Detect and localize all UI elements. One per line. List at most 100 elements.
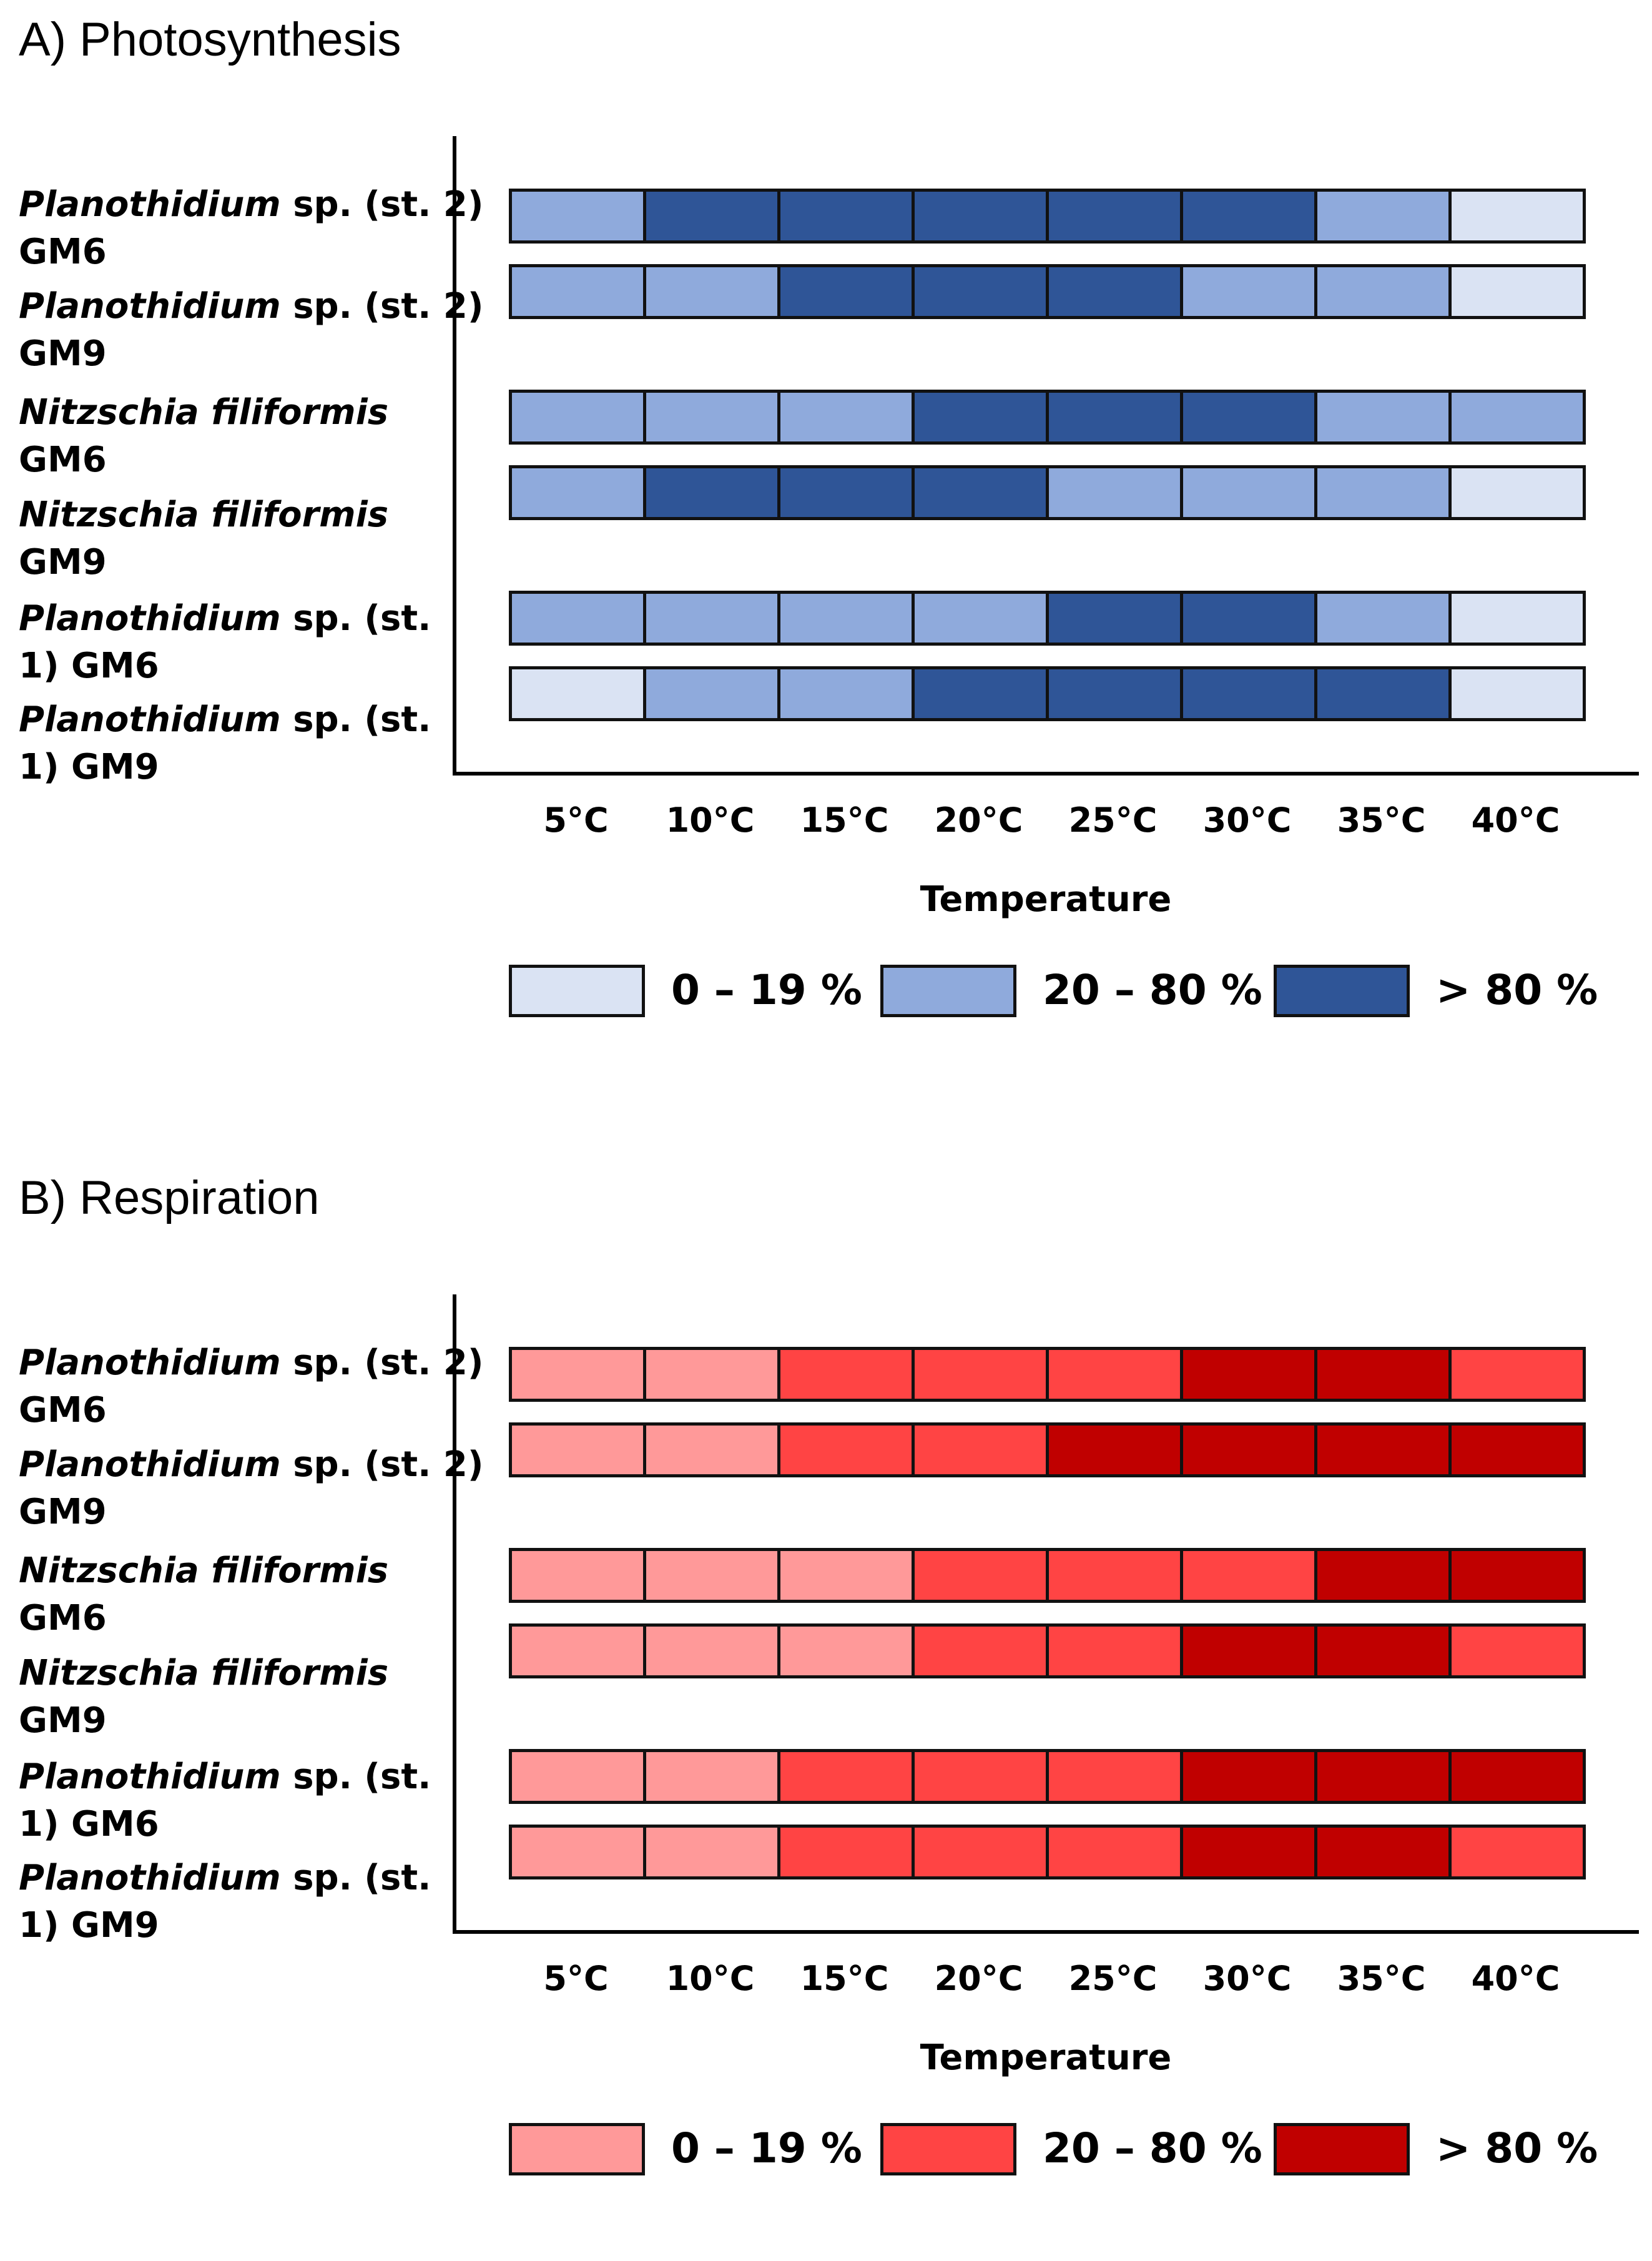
heatmap-cell bbox=[1046, 189, 1183, 244]
row-label-line2: GM6 bbox=[19, 1598, 107, 1638]
heatmap-cell bbox=[643, 264, 780, 319]
y-axis-line bbox=[453, 136, 456, 772]
heatmap-cell bbox=[912, 1825, 1049, 1879]
heatmap-cell bbox=[509, 1825, 646, 1879]
heatmap-cell bbox=[777, 591, 915, 646]
x-tick-label: 35°C bbox=[1337, 800, 1426, 840]
heatmap-cell bbox=[1046, 1347, 1183, 1402]
heatmap-cell bbox=[912, 591, 1049, 646]
row-label-line1: Planothidium sp. (st. 2) bbox=[19, 1441, 483, 1489]
row-label: Planothidium sp. (st. 2) GM9 bbox=[19, 283, 483, 378]
taxon-suffix: sp. (st. 2) bbox=[280, 1444, 484, 1485]
legend-label: 20 – 80 % bbox=[1043, 2124, 1262, 2172]
heatmap-cell bbox=[1314, 1825, 1452, 1879]
heatmap-cell bbox=[912, 666, 1049, 721]
heatmap-cell bbox=[509, 591, 646, 646]
panel-title: A) Photosynthesis bbox=[19, 13, 401, 66]
legend-swatch bbox=[509, 2123, 645, 2175]
row-label-line1: Planothidium sp. (st. bbox=[19, 1855, 456, 1902]
row-label-line1: Planothidium sp. (st. 2) bbox=[19, 1339, 483, 1387]
heatmap-cell bbox=[1448, 591, 1586, 646]
heatmap-cell bbox=[1448, 1749, 1586, 1804]
heatmap-cell bbox=[1046, 1623, 1183, 1678]
heatmap-cell bbox=[643, 1825, 780, 1879]
x-tick-label: 40°C bbox=[1471, 1959, 1560, 1998]
heatmap-cell bbox=[1314, 1548, 1452, 1603]
heatmap-cell bbox=[777, 1548, 915, 1603]
row-label-line2: 1) GM6 bbox=[19, 646, 159, 686]
row-label-line2: GM9 bbox=[19, 542, 107, 583]
heatmap-cell bbox=[1448, 264, 1586, 319]
legend-swatch bbox=[1274, 965, 1410, 1017]
heatmap-cell bbox=[1448, 1825, 1586, 1879]
heatmap-cell bbox=[643, 1749, 780, 1804]
taxon-name: Planothidium bbox=[19, 1756, 281, 1797]
heatmap-cell bbox=[1046, 465, 1183, 520]
heatmap-cell bbox=[912, 1548, 1049, 1603]
row-label-line2: GM9 bbox=[19, 333, 107, 374]
heatmap-cell bbox=[1180, 1623, 1317, 1678]
taxon-suffix: sp. (st. bbox=[280, 598, 431, 639]
x-axis-label: Temperature bbox=[920, 2037, 1172, 2078]
row-label: Planothidium sp. (st. 2) GM9 bbox=[19, 1441, 483, 1536]
heatmap-cell bbox=[1180, 666, 1317, 721]
heatmap-cell bbox=[1448, 465, 1586, 520]
heatmap-cell bbox=[777, 1825, 915, 1879]
heatmap-cell bbox=[912, 1749, 1049, 1804]
heatmap-cell bbox=[777, 390, 915, 445]
x-tick-label: 15°C bbox=[800, 800, 889, 840]
heatmap-cell bbox=[1180, 189, 1317, 244]
row-label-line1: Planothidium sp. (st. bbox=[19, 595, 456, 643]
heatmap-cell bbox=[912, 1347, 1049, 1402]
legend-label: 20 – 80 % bbox=[1043, 966, 1262, 1014]
row-label: Nitzschia filiformis GM9 bbox=[19, 491, 456, 586]
taxon-name: Nitzschia filiformis bbox=[19, 1653, 389, 1693]
heatmap-cell bbox=[643, 390, 780, 445]
legend-label: 0 – 19 % bbox=[671, 966, 862, 1014]
x-tick-label: 5°C bbox=[543, 1959, 609, 1998]
taxon-suffix: sp. (st. 2) bbox=[280, 184, 484, 225]
heatmap-cell bbox=[1180, 1548, 1317, 1603]
heatmap-cell bbox=[777, 666, 915, 721]
row-label-line2: GM6 bbox=[19, 440, 107, 480]
heatmap-cell bbox=[777, 465, 915, 520]
taxon-suffix: sp. (st. bbox=[280, 1756, 431, 1797]
taxon-suffix: sp. (st. 2) bbox=[280, 1342, 484, 1383]
heatmap-cell bbox=[777, 1749, 915, 1804]
row-label-line1: Planothidium sp. (st. 2) bbox=[19, 181, 483, 229]
heatmap-cell bbox=[1046, 1825, 1183, 1879]
heatmap-cell bbox=[912, 189, 1049, 244]
row-label: Nitzschia filiformis GM6 bbox=[19, 1547, 456, 1642]
taxon-name: Planothidium bbox=[19, 1858, 281, 1898]
x-tick-label: 20°C bbox=[934, 800, 1023, 840]
x-tick-label: 5°C bbox=[543, 800, 609, 840]
heatmap-cell bbox=[1046, 1749, 1183, 1804]
heatmap-cell bbox=[509, 1422, 646, 1477]
row-label-line1: Nitzschia filiformis bbox=[19, 389, 456, 436]
taxon-name: Nitzschia filiformis bbox=[19, 495, 389, 535]
heatmap-cell bbox=[1448, 1422, 1586, 1477]
heatmap-cell bbox=[1046, 1548, 1183, 1603]
row-label-line2: 1) GM9 bbox=[19, 1905, 159, 1946]
heatmap-cell bbox=[777, 189, 915, 244]
legend-label: 0 – 19 % bbox=[671, 2124, 862, 2172]
heatmap-cell bbox=[1314, 264, 1452, 319]
x-tick-label: 40°C bbox=[1471, 800, 1560, 840]
heatmap-cell bbox=[643, 465, 780, 520]
row-label: Planothidium sp. (st. 2) GM6 bbox=[19, 1339, 483, 1434]
legend-swatch bbox=[880, 965, 1016, 1017]
heatmap-cell bbox=[1448, 390, 1586, 445]
heatmap-cell bbox=[1314, 1623, 1452, 1678]
heatmap-cell bbox=[777, 1623, 915, 1678]
heatmap-cell bbox=[912, 1422, 1049, 1477]
heatmap-cell bbox=[509, 465, 646, 520]
heatmap-cell bbox=[509, 264, 646, 319]
taxon-suffix: sp. (st. 2) bbox=[280, 286, 484, 327]
heatmap-cell bbox=[643, 591, 780, 646]
heatmap-cell bbox=[1180, 1347, 1317, 1402]
heatmap-cell bbox=[1180, 1749, 1317, 1804]
row-label-line2: GM6 bbox=[19, 232, 107, 272]
y-axis-line bbox=[453, 1294, 456, 1930]
heatmap-cell bbox=[1448, 666, 1586, 721]
row-label: Nitzschia filiformis GM6 bbox=[19, 389, 456, 484]
